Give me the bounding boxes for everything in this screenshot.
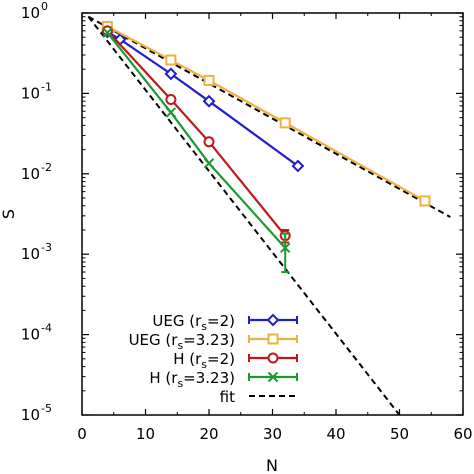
data-point-stroke	[203, 158, 215, 169]
legend-marker-stroke	[267, 371, 279, 383]
y-tick-exponent: -3	[41, 241, 52, 254]
legend-label: H (rs=3.23)	[149, 369, 235, 390]
y-axis-label: S	[0, 209, 18, 219]
legend-marker	[266, 313, 280, 327]
data-point	[165, 54, 177, 66]
series-3	[102, 27, 291, 274]
x-tick-label: 0	[77, 425, 87, 443]
series-line	[106, 30, 287, 237]
x-tick-label: 50	[390, 425, 409, 443]
data-point-stroke	[102, 27, 113, 38]
data-point-stroke	[165, 107, 177, 118]
data-point	[291, 159, 305, 173]
x-tick-label: 60	[453, 425, 472, 443]
data-point	[165, 93, 177, 105]
data-point	[203, 74, 215, 86]
x-tick-label: 40	[326, 425, 345, 443]
x-tick-label: 30	[263, 425, 282, 443]
y-tick-label: 10	[21, 84, 40, 102]
fit-line	[87, 16, 401, 416]
x-tick-label: 10	[136, 425, 155, 443]
series-0	[100, 25, 305, 173]
series-1	[101, 20, 431, 207]
data-series	[100, 20, 431, 274]
series-line	[106, 31, 287, 249]
legend-label: fit	[220, 388, 235, 406]
legend-marker	[267, 352, 279, 364]
y-tick-exponent: -1	[41, 80, 52, 93]
data-point	[203, 158, 215, 169]
data-point-stroke	[279, 242, 291, 254]
legend-label: UEG (rs=3.23)	[129, 331, 235, 352]
legend-marker	[267, 371, 279, 383]
data-point	[279, 117, 291, 129]
legend-label: H (rs=2)	[173, 350, 235, 371]
x-tick-label: 20	[199, 425, 218, 443]
series-2	[101, 25, 291, 244]
y-tick-exponent: -2	[41, 161, 52, 174]
y-tick-exponent: 0	[41, 0, 48, 13]
y-tick-label: 10	[21, 406, 40, 424]
series-line	[106, 25, 426, 202]
y-tick-label: 10	[21, 326, 40, 344]
data-point	[419, 195, 431, 207]
data-point	[101, 25, 113, 37]
y-tick-label: 10	[21, 165, 40, 183]
fit-lines	[87, 15, 451, 416]
series-line	[106, 31, 299, 167]
legend: UEG (rs=2)UEG (rs=3.23)H (rs=2)H (rs=3.2…	[129, 312, 298, 406]
data-point	[203, 136, 215, 148]
data-point	[165, 107, 177, 118]
fit-line	[87, 15, 451, 218]
x-axis-label: N	[266, 456, 278, 474]
data-point	[102, 27, 113, 38]
y-tick-exponent: -4	[41, 322, 52, 335]
data-point	[164, 67, 178, 81]
y-tick-label: 10	[21, 245, 40, 263]
y-tick-label: 10	[21, 4, 40, 22]
legend-marker	[267, 333, 279, 345]
data-point	[279, 242, 291, 254]
data-point	[202, 94, 216, 108]
y-tick-exponent: -5	[41, 402, 52, 415]
legend-label: UEG (rs=2)	[152, 312, 235, 333]
